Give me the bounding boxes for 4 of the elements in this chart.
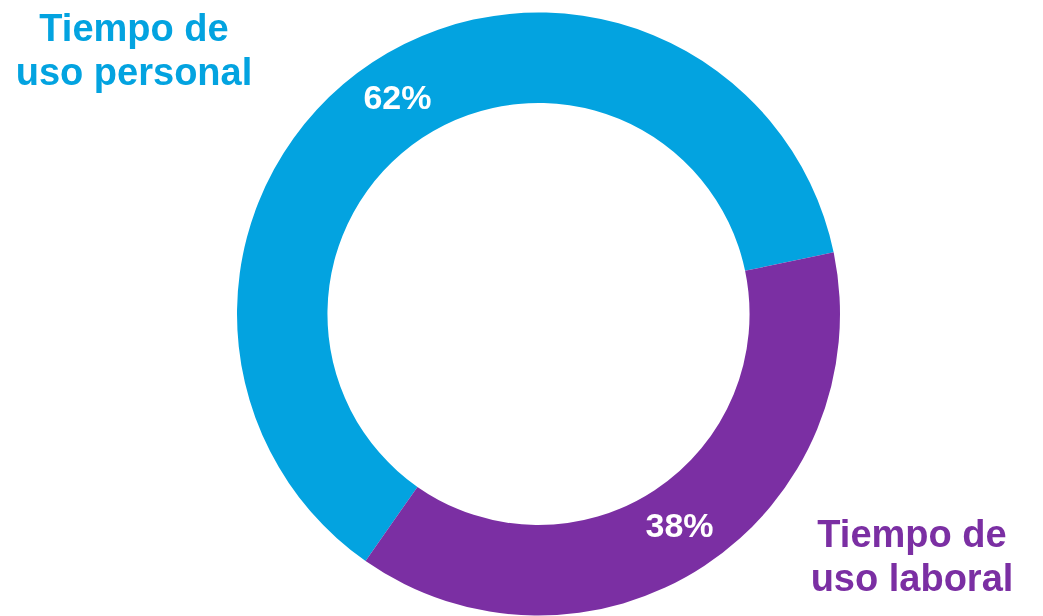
slice-label: Tiempo de uso personal (14, 6, 254, 94)
slice-label: Tiempo de uso laboral (809, 512, 1015, 600)
data-label: 38% (645, 506, 714, 545)
data-label: 62% (363, 78, 432, 117)
